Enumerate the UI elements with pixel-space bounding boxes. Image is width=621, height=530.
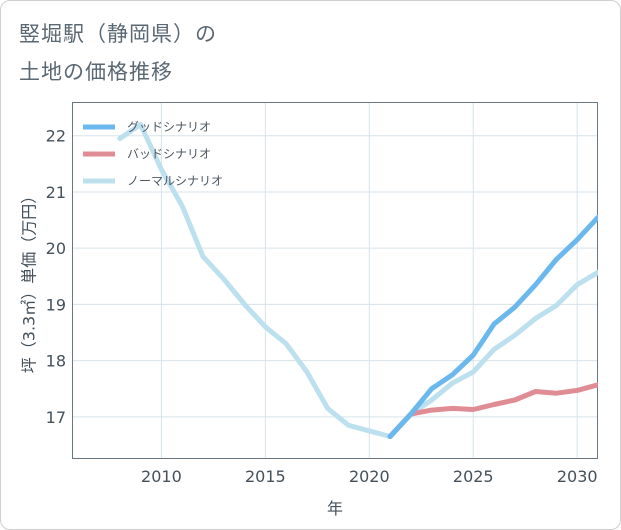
series-line-bad — [387, 382, 598, 439]
x-tick-label: 2030 — [557, 467, 598, 486]
legend-label: グッドシナリオ — [127, 120, 211, 134]
y-tick-label: 22 — [46, 127, 66, 146]
y-tick-label: 20 — [46, 239, 66, 258]
x-tick-label: 2020 — [349, 467, 390, 486]
grid — [72, 102, 598, 459]
series-lines — [117, 122, 598, 439]
x-axis-label: 年 — [327, 499, 343, 518]
chart-title-line1: 竪堀駅（静岡県）の — [19, 22, 217, 46]
legend-label: バッドシナリオ — [127, 147, 211, 161]
series-line-good — [387, 214, 598, 439]
y-tick-label: 19 — [46, 295, 66, 314]
legend-label: ノーマルシナリオ — [127, 174, 223, 188]
y-tick-label: 18 — [46, 352, 66, 371]
y-axis-label: 坪（3.3㎡）単価（万円） — [20, 188, 39, 373]
plot-frame — [72, 102, 598, 459]
x-axis-ticks: 2010 2015 2020 2025 2030 — [141, 467, 598, 486]
y-axis-ticks: 17 18 19 20 21 22 — [46, 127, 66, 427]
chart-title-line2: 土地の価格推移 — [19, 60, 173, 84]
y-tick-label: 17 — [46, 408, 66, 427]
x-tick-label: 2010 — [141, 467, 182, 486]
x-tick-label: 2015 — [245, 467, 286, 486]
series-line-normal — [117, 122, 598, 439]
x-tick-label: 2025 — [453, 467, 494, 486]
y-tick-label: 21 — [46, 183, 66, 202]
